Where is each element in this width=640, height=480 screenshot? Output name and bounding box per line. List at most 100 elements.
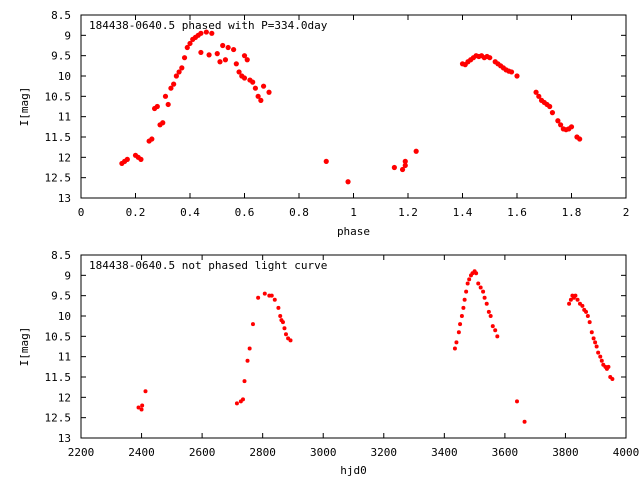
data-point bbox=[484, 301, 489, 306]
data-point bbox=[124, 156, 130, 162]
y-tick-label: 11 bbox=[58, 351, 71, 364]
data-point bbox=[402, 158, 408, 164]
data-point bbox=[203, 29, 209, 35]
data-point bbox=[276, 305, 281, 310]
data-point bbox=[478, 285, 483, 290]
x-tick-label: 1.4 bbox=[453, 206, 473, 219]
data-point bbox=[206, 52, 212, 58]
x-tick-label: 1.6 bbox=[507, 206, 527, 219]
x-tick-label: 2200 bbox=[68, 446, 95, 459]
data-point bbox=[567, 301, 572, 306]
data-point bbox=[168, 85, 174, 91]
data-point bbox=[413, 148, 419, 154]
data-point bbox=[250, 322, 255, 327]
data-point bbox=[508, 69, 515, 75]
data-point bbox=[272, 297, 277, 302]
data-point bbox=[282, 326, 287, 331]
data-point bbox=[458, 322, 463, 327]
data-point bbox=[345, 179, 351, 185]
y-tick-label: 12.5 bbox=[45, 412, 72, 425]
data-point bbox=[255, 93, 261, 99]
data-point bbox=[580, 303, 585, 308]
data-point bbox=[162, 93, 169, 99]
plot-frame bbox=[80, 14, 627, 199]
data-point bbox=[244, 57, 250, 63]
data-point bbox=[247, 346, 252, 351]
y-tick-label: 12 bbox=[58, 151, 71, 164]
data-point bbox=[288, 338, 293, 343]
data-point bbox=[533, 89, 539, 95]
data-point bbox=[222, 57, 229, 63]
data-point bbox=[482, 295, 487, 300]
data-point bbox=[585, 314, 590, 318]
x-tick-label: 3000 bbox=[310, 446, 337, 459]
x-tick-label: 2800 bbox=[249, 446, 276, 459]
data-point bbox=[598, 354, 603, 359]
data-point bbox=[599, 358, 604, 363]
data-point bbox=[242, 379, 247, 384]
x-tick-label: 0.4 bbox=[180, 206, 200, 219]
data-point bbox=[245, 358, 250, 363]
x-tick-label: 2 bbox=[623, 206, 630, 219]
y-tick-label: 10 bbox=[58, 310, 71, 323]
data-point bbox=[214, 51, 220, 57]
data-point bbox=[160, 120, 166, 126]
x-tick-label: 0 bbox=[78, 206, 85, 219]
data-point bbox=[136, 405, 141, 410]
chart-title: 184438-0640.5 not phased light curve bbox=[89, 259, 327, 272]
data-point bbox=[250, 79, 256, 85]
y-tick-label: 8.5 bbox=[51, 9, 71, 22]
data-point bbox=[323, 158, 329, 164]
data-point bbox=[233, 61, 239, 67]
data-point bbox=[256, 295, 261, 300]
data-point bbox=[487, 55, 493, 61]
x-tick-label: 4000 bbox=[613, 446, 640, 459]
data-point bbox=[173, 73, 179, 79]
data-point bbox=[179, 65, 185, 71]
data-point bbox=[606, 364, 611, 369]
data-point bbox=[220, 42, 226, 49]
data-point bbox=[217, 59, 223, 65]
data-point bbox=[165, 101, 171, 108]
x-tick-label: 1 bbox=[350, 206, 357, 219]
x-tick-label: 3600 bbox=[492, 446, 519, 459]
data-point bbox=[241, 75, 248, 81]
x-tick-label: 1.2 bbox=[398, 206, 418, 219]
x-tick-label: 0.6 bbox=[235, 206, 255, 219]
data-point bbox=[266, 89, 272, 95]
x-tick-label: 1.8 bbox=[562, 206, 582, 219]
data-point bbox=[596, 350, 601, 355]
y-axis-label: I[mag] bbox=[18, 87, 31, 127]
y-tick-label: 9 bbox=[64, 29, 71, 42]
data-point bbox=[138, 156, 144, 162]
x-tick-label: 0.8 bbox=[289, 206, 309, 219]
data-point bbox=[591, 336, 596, 341]
y-tick-label: 12 bbox=[58, 391, 71, 404]
data-point bbox=[140, 403, 145, 408]
data-point bbox=[231, 46, 237, 53]
y-tick-label: 13 bbox=[58, 432, 71, 445]
data-point bbox=[462, 297, 467, 302]
data-point bbox=[260, 83, 267, 89]
data-point bbox=[236, 69, 242, 75]
data-point bbox=[283, 332, 288, 337]
data-point bbox=[555, 118, 561, 124]
data-point bbox=[536, 93, 542, 99]
x-tick-label: 3200 bbox=[371, 446, 398, 459]
data-point bbox=[594, 344, 599, 349]
y-tick-label: 10.5 bbox=[45, 90, 72, 103]
data-point bbox=[514, 73, 520, 79]
data-point bbox=[269, 293, 274, 298]
data-point bbox=[589, 330, 594, 335]
data-point bbox=[399, 166, 406, 173]
data-point bbox=[391, 164, 397, 171]
y-tick-label: 11.5 bbox=[45, 131, 72, 144]
y-axis-label: I[mag] bbox=[18, 327, 31, 367]
data-point bbox=[234, 401, 239, 406]
x-tick-label: 3400 bbox=[431, 446, 458, 459]
y-tick-label: 10.5 bbox=[45, 330, 72, 343]
x-axis-label: hjd0 bbox=[340, 464, 367, 477]
data-point bbox=[454, 340, 459, 345]
data-point bbox=[577, 136, 583, 142]
data-point bbox=[486, 309, 491, 314]
